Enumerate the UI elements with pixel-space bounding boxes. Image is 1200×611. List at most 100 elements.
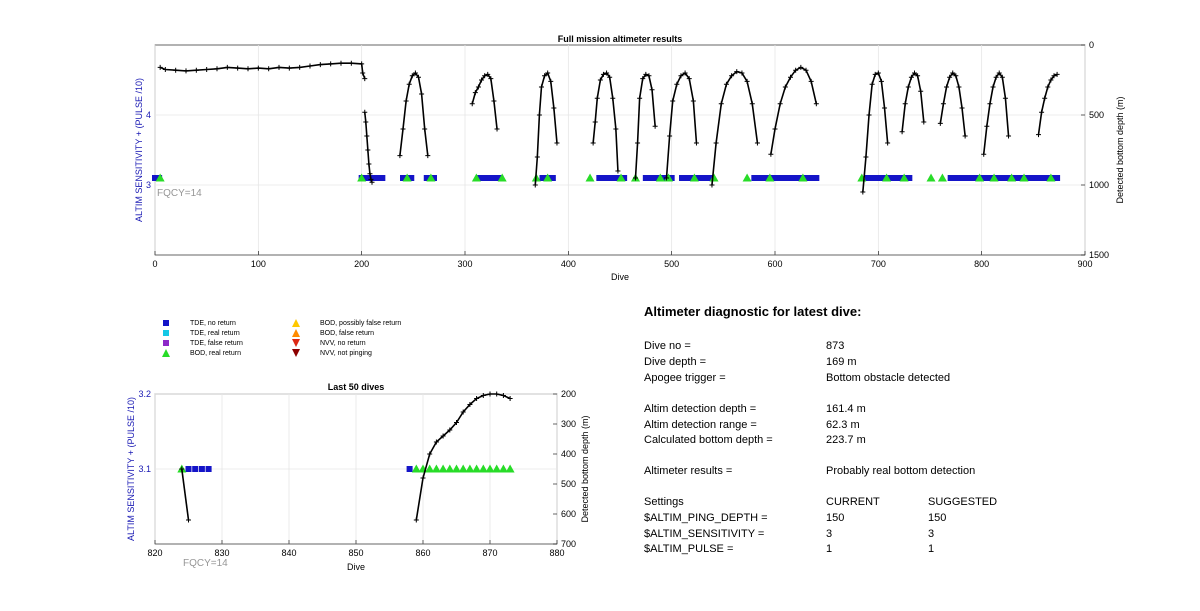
bottom-depth-point bbox=[678, 73, 684, 79]
bod-real-return-point bbox=[402, 173, 412, 182]
bottom-depth-point bbox=[286, 65, 292, 71]
bottom-depth-point bbox=[749, 101, 755, 107]
bod-real-return-point bbox=[798, 173, 808, 182]
bottom-depth-point bbox=[918, 88, 924, 94]
bottom-depth-point bbox=[754, 140, 760, 146]
bottom-depth-point bbox=[908, 74, 914, 80]
x-tick-label: 400 bbox=[561, 259, 576, 269]
bod-real-return-point bbox=[989, 173, 999, 182]
legend-item-nvv-no-return: NVV, no return bbox=[290, 338, 366, 348]
bottom-depth-point bbox=[416, 74, 421, 80]
legend-item-tde-real-return: TDE, real return bbox=[160, 328, 240, 338]
bottom-depth-point bbox=[674, 81, 680, 87]
bod-real-return-point bbox=[492, 464, 502, 473]
bottom-depth-point bbox=[186, 517, 191, 523]
bottom-depth-point bbox=[420, 475, 426, 481]
x-tick-label: 860 bbox=[415, 548, 430, 558]
setting-suggested: 150 bbox=[928, 512, 947, 524]
setting-name: $ALTIM_PING_DEPTH = bbox=[644, 512, 768, 524]
bottom-depth-point bbox=[866, 112, 872, 118]
bod-real-return-point bbox=[655, 173, 665, 182]
bottom-depth-point bbox=[422, 126, 428, 132]
bottom-depth-point bbox=[987, 101, 993, 107]
bottom-depth-point bbox=[803, 67, 809, 73]
x-tick-label: 800 bbox=[974, 259, 989, 269]
bottom-depth-point bbox=[397, 153, 403, 159]
y-left-tick-label: 3.2 bbox=[138, 389, 151, 399]
bod-real-return-point bbox=[937, 173, 947, 182]
bottom-ticks: 820 830 840 850 860 870 880 3.1 3.2 200 300 400 500 6… bbox=[138, 389, 576, 558]
bottom-depth-point bbox=[739, 70, 745, 76]
tde-no-return-point bbox=[431, 175, 437, 181]
bottom-depth-point bbox=[255, 65, 261, 71]
bottom-depth-point bbox=[993, 74, 999, 80]
x-tick-label: 870 bbox=[482, 548, 497, 558]
bottom-depth-point bbox=[536, 112, 542, 118]
x-tick-label: 850 bbox=[348, 548, 363, 558]
diag-label: Apogee trigger = bbox=[644, 372, 726, 384]
tde-no-return-point bbox=[379, 175, 386, 181]
bod-real-return-point bbox=[425, 464, 435, 473]
x-tick-label: 300 bbox=[457, 259, 472, 269]
bottom-depth-point bbox=[409, 73, 415, 79]
bottom-depth-point bbox=[950, 70, 956, 76]
top-left-axis-label: ALTIM SENSITIVITY + (PULSE /10) bbox=[134, 78, 144, 222]
legend-label: NVV, no return bbox=[320, 339, 366, 347]
legend-item-tde-no-return: TDE, no return bbox=[160, 318, 236, 328]
x-tick-label: 840 bbox=[281, 548, 296, 558]
diag-value: 62.3 m bbox=[826, 419, 860, 431]
bottom-depth-point bbox=[183, 68, 189, 74]
y-right-tick-label: 600 bbox=[561, 509, 576, 519]
bottom-depth-point bbox=[863, 154, 869, 160]
bod-real-return-point bbox=[485, 464, 495, 473]
y-right-tick-label: 700 bbox=[561, 539, 576, 549]
x-tick-label: 900 bbox=[1077, 259, 1092, 269]
bottom-depth-point bbox=[798, 64, 804, 70]
tde-no-return-point bbox=[198, 466, 205, 472]
bottom-depth-point bbox=[777, 101, 783, 107]
setting-name: $ALTIM_PULSE = bbox=[644, 543, 734, 555]
bottom-depth-point bbox=[491, 98, 497, 104]
bottom-depth-point bbox=[768, 151, 774, 157]
x-tick-label: 0 bbox=[152, 259, 157, 269]
bottom-depth-point bbox=[1006, 133, 1012, 139]
bottom-depth-point bbox=[590, 140, 596, 146]
bottom-depth-point bbox=[412, 70, 418, 76]
bottom-depth-point bbox=[485, 71, 491, 77]
top-grid bbox=[154, 45, 1086, 255]
bottom-depth-point bbox=[534, 154, 540, 160]
bottom-depth-point bbox=[474, 396, 480, 401]
bottom-depth-point bbox=[664, 175, 669, 181]
bottom-depth-point bbox=[782, 84, 788, 90]
bottom-depth-point bbox=[447, 427, 453, 433]
diag-label: Dive no = bbox=[644, 340, 691, 352]
bottom-depth-point bbox=[362, 109, 368, 115]
bod-real-return-point bbox=[689, 173, 699, 182]
setting-current: 150 bbox=[826, 512, 845, 524]
bottom-depth-point bbox=[610, 95, 616, 101]
diag-value: 161.4 m bbox=[826, 403, 866, 415]
bottom-depth-point bbox=[905, 84, 911, 90]
bottom-depth-point bbox=[990, 84, 996, 90]
bod-real-return-point bbox=[498, 464, 508, 473]
bottom-depth-point bbox=[878, 78, 884, 84]
bottom-x-axis-label: Dive bbox=[347, 562, 365, 572]
bottom-depth-point bbox=[193, 67, 199, 73]
bod-real-return-point bbox=[585, 173, 595, 182]
bottom-depth-point bbox=[813, 101, 819, 107]
bottom-depth-point bbox=[788, 74, 793, 80]
bottom-depth-point bbox=[667, 133, 673, 139]
bottom-depth-point bbox=[179, 466, 185, 472]
bottom-depth-point bbox=[367, 171, 373, 177]
legend-item-bod-possibly-false: BOD, possibly false return bbox=[290, 318, 401, 328]
legend-label: TDE, no return bbox=[190, 319, 236, 327]
top-plot-area bbox=[154, 44, 1086, 256]
bottom-depth-point bbox=[479, 77, 485, 83]
legend-item-bod-false-return: BOD, false return bbox=[290, 328, 374, 338]
settings-header-suggested: SUGGESTED bbox=[928, 496, 998, 508]
bottom-depth-point bbox=[937, 120, 943, 126]
bottom-depth-point bbox=[594, 95, 600, 101]
bottom-depth-point bbox=[597, 77, 603, 83]
bottom-depth-point bbox=[507, 396, 513, 401]
